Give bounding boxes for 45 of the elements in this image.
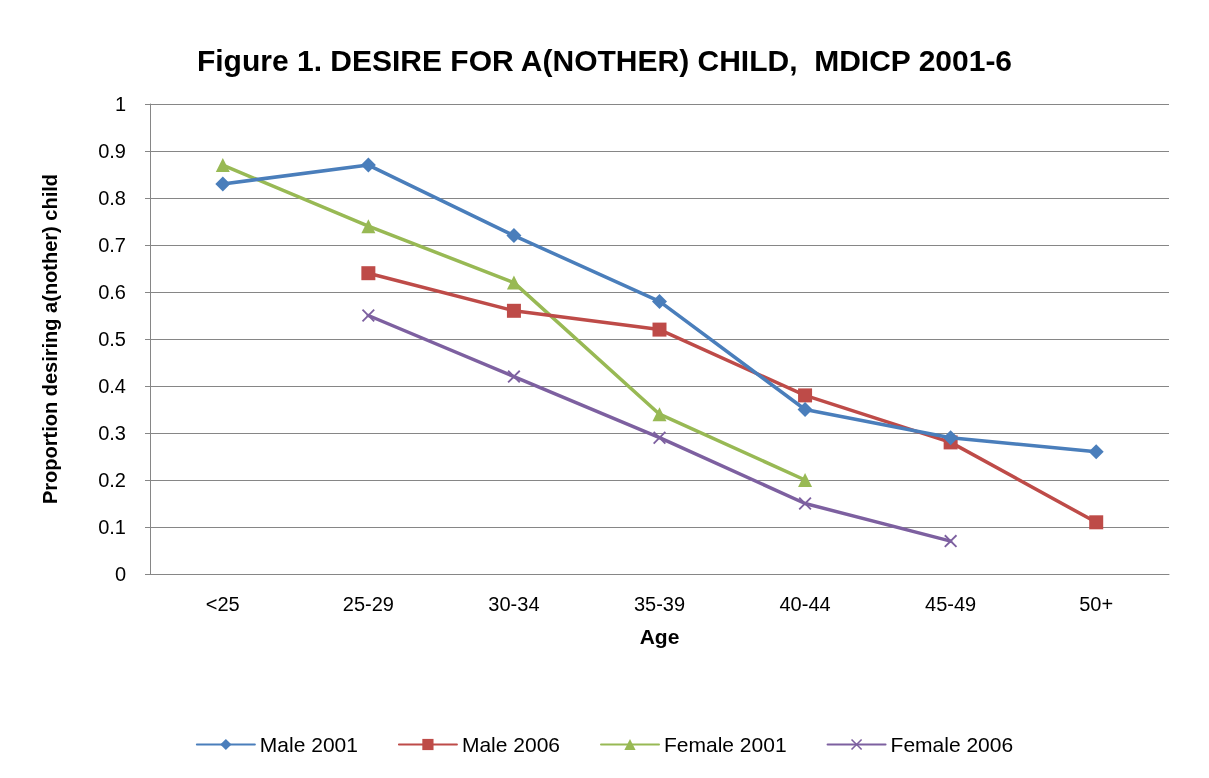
y-tick-label: 0.2 <box>98 469 126 491</box>
y-tick-label: 0 <box>114 563 126 585</box>
y-tick-label: 0.5 <box>98 328 126 350</box>
point <box>361 309 375 322</box>
point <box>652 322 667 337</box>
legend-label: Female 2001 <box>663 733 787 756</box>
x-tick-label: 30-34 <box>488 593 540 615</box>
x-tick-label: <25 <box>205 593 240 615</box>
point <box>360 157 376 173</box>
y-axis-title: Proportion desiring a(nother) child <box>39 174 61 504</box>
point <box>943 430 959 446</box>
y-tick-label: 0.7 <box>98 234 126 256</box>
y-tick-label: 1 <box>114 93 126 115</box>
point <box>653 431 666 445</box>
point <box>1089 515 1104 530</box>
point <box>506 275 521 290</box>
x-axis-title: Age <box>639 625 680 648</box>
chart-title: Figure 1. DESIRE FOR A(NOTHER) CHILD, MDICP 2001-6 <box>196 43 1013 77</box>
y-tick-label: 0.9 <box>98 140 126 162</box>
x-tick-label: 35-39 <box>633 593 686 615</box>
point <box>361 219 376 234</box>
y-tick-label: 0.8 <box>98 187 126 209</box>
point <box>797 402 813 417</box>
point <box>215 158 230 173</box>
point <box>361 266 376 281</box>
point <box>652 407 667 422</box>
point <box>652 293 667 309</box>
point <box>215 176 231 192</box>
x-tick-label: 25-29 <box>342 593 394 615</box>
x-tick-label: 50+ <box>1079 593 1114 615</box>
x-tick-label: 45-49 <box>925 593 977 615</box>
legend-label: Male 2006 <box>461 733 560 756</box>
point <box>1088 444 1104 460</box>
point <box>506 228 522 244</box>
point <box>506 303 521 318</box>
y-tick-label: 0.4 <box>98 375 126 397</box>
y-tick-label: 0.3 <box>98 422 126 444</box>
point <box>944 534 958 548</box>
point <box>798 388 813 403</box>
legend-label: Male 2001 <box>259 733 358 756</box>
x-tick-label: 40-44 <box>779 593 831 615</box>
y-tick-label: 0.6 <box>98 281 126 303</box>
legend-label: Female 2006 <box>890 733 1014 756</box>
y-tick-label: 0.1 <box>98 516 126 538</box>
point <box>798 473 813 487</box>
